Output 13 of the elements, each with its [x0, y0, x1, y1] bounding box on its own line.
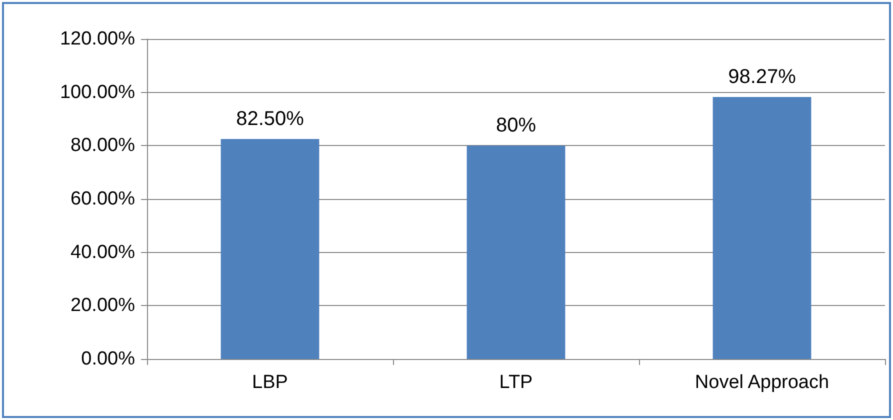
y-tick-label: 120.00% — [60, 28, 136, 50]
y-tick-label: 100.00% — [60, 82, 136, 103]
y-tick-label: 80.00% — [70, 135, 136, 156]
data-label: 98.27% — [728, 66, 796, 88]
x-tick-label: Novel Approach — [694, 372, 830, 393]
data-label: 80% — [496, 114, 536, 137]
y-tick-label: 0.00% — [81, 348, 136, 370]
data-label: 82.50% — [236, 108, 304, 130]
y-tick-label: 20.00% — [70, 295, 136, 316]
x-tick-label: LTP — [499, 372, 533, 393]
y-tick-label: 40.00% — [70, 242, 136, 263]
y-tick-label: 60.00% — [70, 188, 136, 210]
x-tick-label: LBP — [252, 372, 288, 393]
